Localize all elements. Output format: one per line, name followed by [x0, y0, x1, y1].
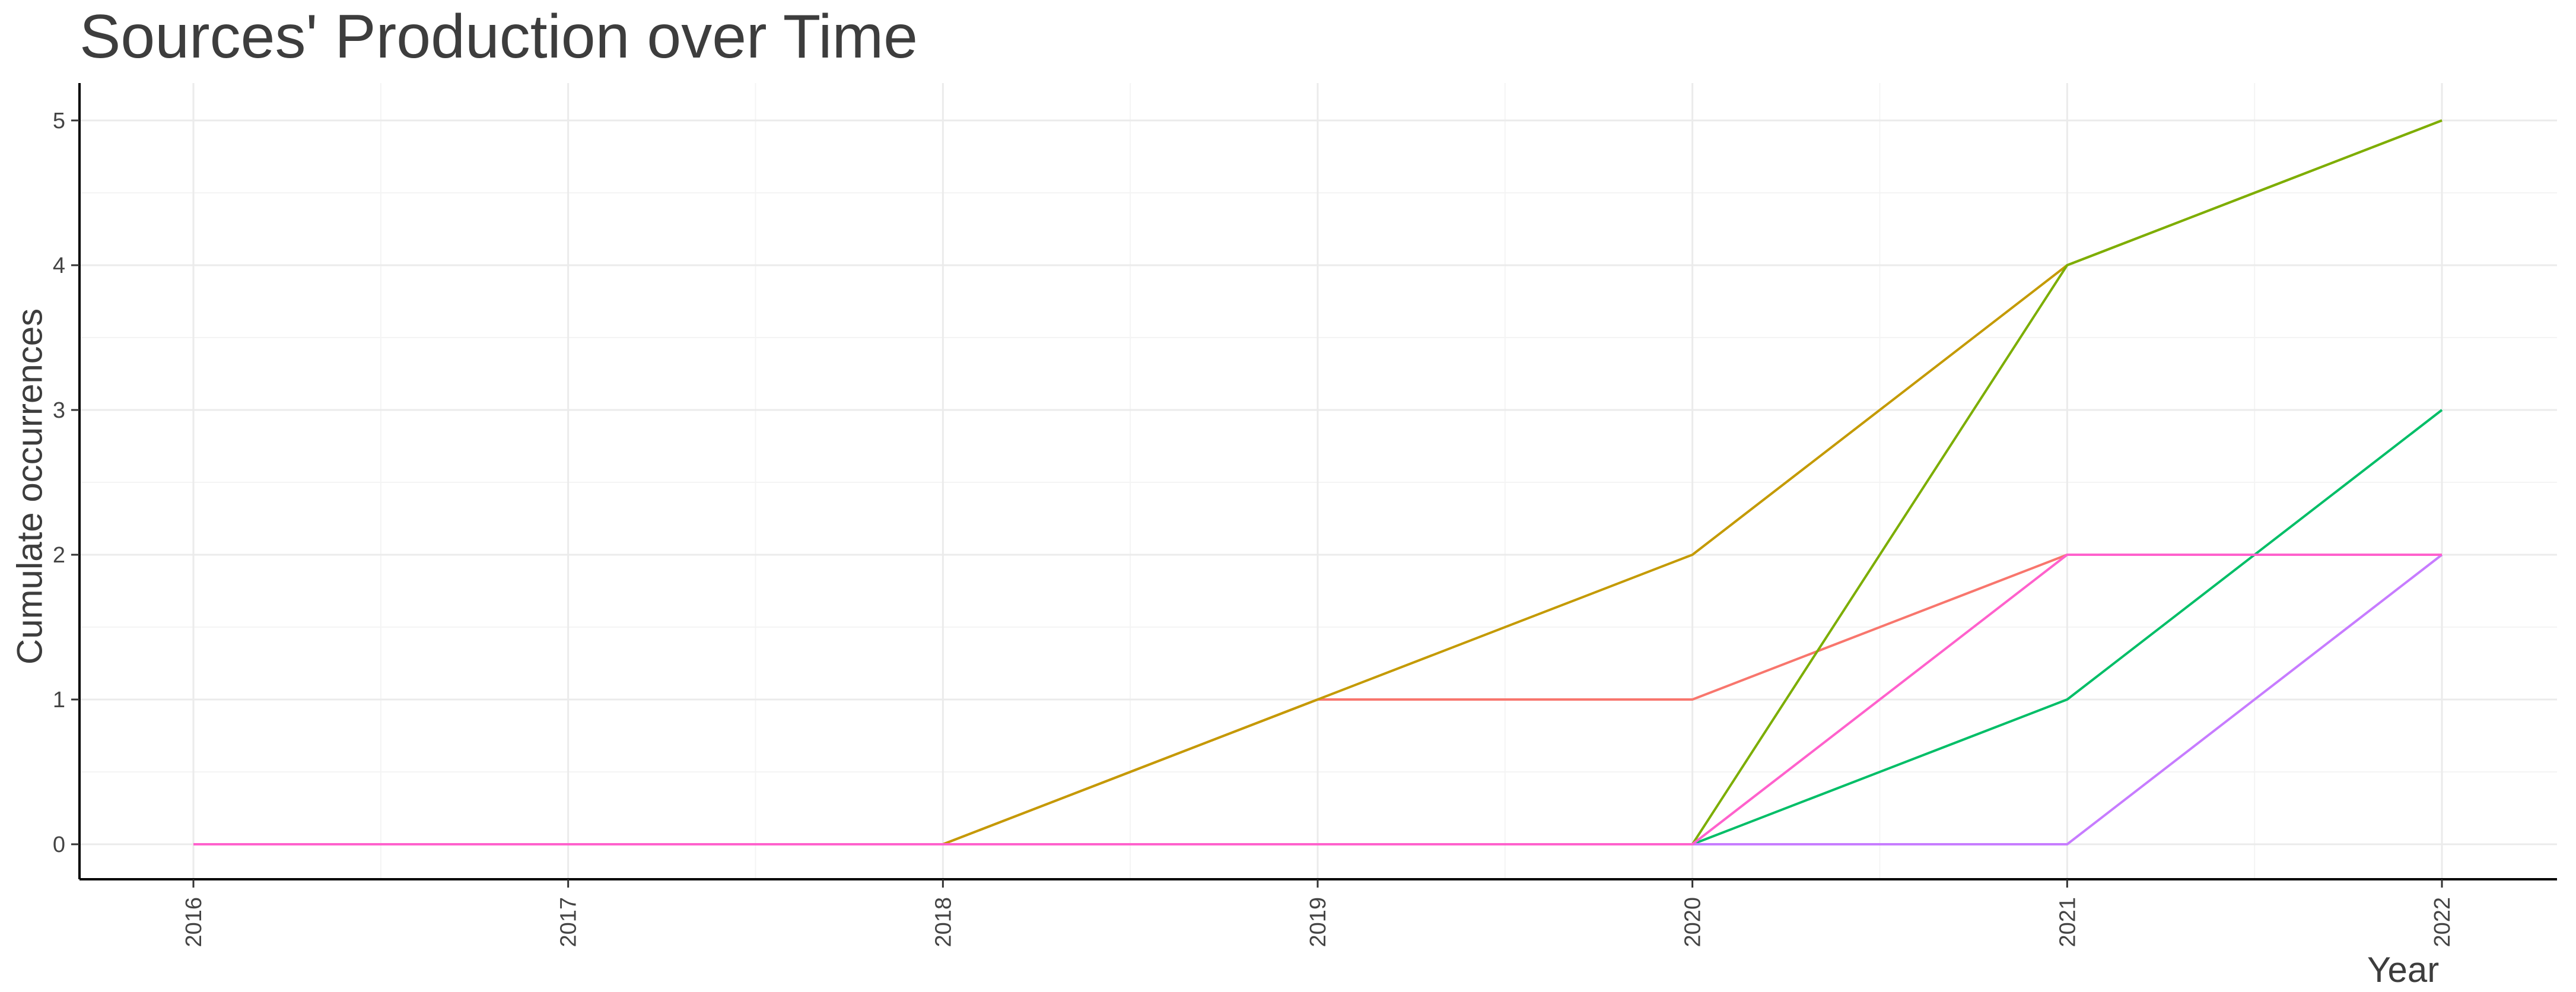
x-axis-label: Year: [2367, 950, 2440, 990]
grid-major: [79, 83, 2557, 879]
x-tick-label: 2018: [931, 897, 956, 948]
series-line-6: [193, 554, 2442, 845]
y-tick-label: 3: [53, 398, 65, 423]
y-tick-label: 0: [53, 832, 65, 857]
y-tick-label: 5: [53, 109, 65, 133]
y-axis-label: Cumulate occurrences: [9, 308, 50, 665]
x-tick-label: 2016: [182, 897, 206, 948]
series-lines: [193, 119, 2443, 845]
x-tick-label: 2022: [2430, 897, 2455, 948]
y-tick-label: 2: [53, 543, 65, 568]
axes: [71, 83, 2557, 888]
x-tick-label: 2019: [1306, 897, 1331, 948]
chart-title: Sources' Production over Time: [79, 2, 918, 71]
x-tick-label: 2017: [556, 897, 581, 948]
y-tick-label: 1: [53, 688, 65, 713]
y-tick-label: 4: [53, 253, 65, 278]
x-tick-label: 2020: [1681, 897, 1706, 948]
tick-labels: 0 1 2 3 4 5 2016 2017 2018 2019 2020 2021 2022: [53, 109, 2455, 948]
x-tick-label: 2021: [2055, 897, 2080, 948]
